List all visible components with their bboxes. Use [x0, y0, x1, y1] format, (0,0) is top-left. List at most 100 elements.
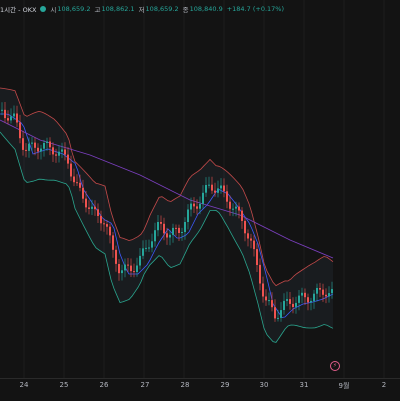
open-value: 108,659.2: [57, 5, 91, 13]
candle-body: [157, 222, 159, 231]
candle-body: [7, 118, 9, 121]
candle-body: [202, 192, 204, 204]
time-tick-25: 25: [59, 381, 69, 389]
candle-body: [25, 149, 27, 151]
time-tick-28: 28: [180, 381, 190, 389]
candle-body: [16, 113, 18, 123]
price-chart[interactable]: [0, 0, 400, 378]
candle-body: [1, 109, 3, 111]
candle-body: [154, 230, 156, 242]
candle-body: [97, 209, 99, 216]
candle-body: [106, 224, 108, 227]
candle-body: [118, 264, 120, 274]
candle-body: [238, 206, 240, 211]
candle-body: [175, 227, 177, 229]
candle-body: [76, 182, 78, 184]
candle-body: [67, 154, 69, 164]
candle-body: [190, 203, 192, 210]
candle-body: [193, 203, 195, 207]
candle-body: [268, 300, 270, 302]
candle-body: [79, 182, 81, 188]
time-tick-29: 29: [220, 381, 230, 389]
candle-body: [55, 154, 57, 156]
candle-body: [109, 226, 111, 236]
bollinger-lower: [0, 131, 334, 343]
candle-body: [85, 198, 87, 208]
candle-body: [160, 222, 162, 224]
candle-body: [124, 264, 126, 271]
candle-body: [319, 288, 321, 290]
close-value: 108,840.9: [189, 5, 223, 13]
candle-body: [310, 300, 312, 303]
candle-body: [244, 220, 246, 234]
candle-body: [28, 143, 30, 151]
candle-body: [325, 294, 327, 297]
candle-body: [328, 293, 330, 297]
time-tick-31: 31: [299, 381, 309, 389]
candle-body: [283, 300, 285, 310]
candle-body: [19, 122, 21, 139]
time-tick-30: 30: [259, 381, 269, 389]
candle-body: [331, 289, 333, 294]
candle-body: [100, 215, 102, 224]
candle-body: [52, 147, 54, 155]
candle-body: [73, 176, 75, 183]
candle-body: [220, 185, 222, 189]
candle-body: [199, 203, 201, 209]
candle-body: [295, 302, 297, 307]
candle-body: [166, 233, 168, 238]
low-label: 저: [138, 6, 145, 14]
candle-body: [112, 235, 114, 250]
moving-average-slow: [0, 119, 334, 259]
candle-body: [196, 206, 198, 209]
candle-body: [148, 247, 150, 249]
time-tick-26: 26: [99, 381, 109, 389]
candle-body: [226, 191, 228, 202]
candle-body: [181, 232, 183, 233]
candle-body: [172, 227, 174, 235]
candle-body: [253, 240, 255, 250]
candle-body: [286, 299, 288, 301]
time-axis[interactable]: 24 25 26 27 28 29 30 31 9월 2: [0, 378, 400, 401]
candle-body: [61, 149, 63, 152]
close-label: 종: [182, 6, 189, 14]
candle-body: [34, 142, 36, 148]
candle-body: [46, 141, 48, 143]
candle-body: [142, 248, 144, 256]
candle-body: [145, 247, 147, 249]
candle-body: [208, 184, 210, 186]
bollinger-upper: [0, 87, 334, 287]
candle-body: [256, 249, 258, 265]
candle-body: [292, 303, 294, 307]
candle-body: [151, 241, 153, 248]
candle-body: [250, 238, 252, 241]
low-value: 108,659.2: [145, 5, 179, 13]
candle-body: [301, 292, 303, 296]
time-tick-27: 27: [140, 381, 150, 389]
candle-body: [277, 317, 279, 319]
moving-average-fast: [0, 113, 334, 318]
symbol-interval[interactable]: 1시간 - OKX: [0, 6, 37, 14]
candle-body: [121, 270, 123, 274]
candle-body: [133, 271, 135, 273]
candle-body: [235, 206, 237, 209]
candle-body: [115, 249, 117, 264]
candle-body: [37, 147, 39, 152]
candle-body: [169, 234, 171, 238]
candle-body: [304, 292, 306, 298]
time-tick-2: 2: [381, 381, 387, 389]
time-tick-24: 24: [19, 381, 29, 389]
candle-body: [322, 289, 324, 295]
candle-body: [127, 264, 129, 266]
candle-body: [313, 293, 315, 301]
candle-body: [49, 141, 51, 148]
change-value: +184.7 (+0.17%): [226, 5, 285, 13]
candle-body: [217, 188, 219, 193]
candle-body: [91, 206, 93, 209]
candle-body: [214, 190, 216, 193]
high-value: 108,862.1: [101, 5, 135, 13]
candle-body: [163, 223, 165, 234]
candle-body: [13, 113, 15, 117]
event-icon[interactable]: ⚡: [330, 361, 340, 371]
candle-body: [43, 143, 45, 149]
